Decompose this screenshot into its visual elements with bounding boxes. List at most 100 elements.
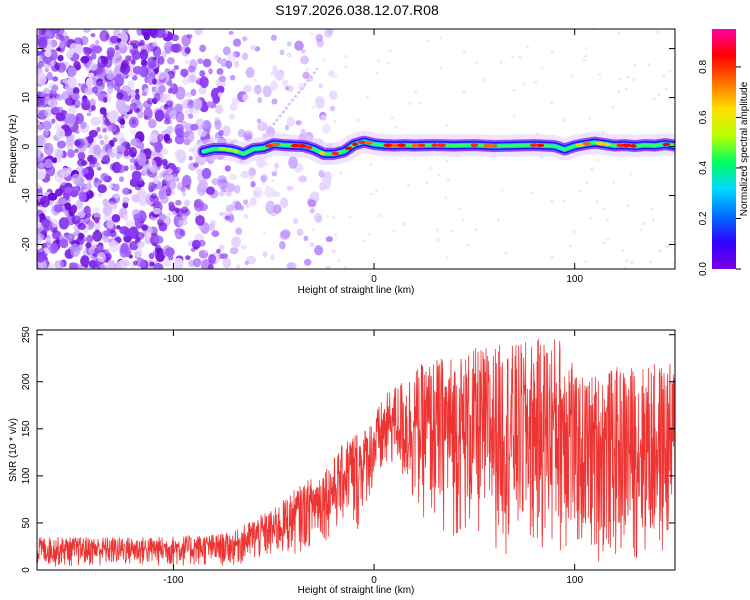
noise-speckle <box>208 223 215 232</box>
noise-speckle <box>132 260 138 266</box>
noise-speckle <box>483 78 487 82</box>
noise-speckle <box>151 150 158 157</box>
noise-speckle <box>199 76 209 89</box>
noise-speckle <box>107 259 116 269</box>
noise-speckle <box>252 88 257 92</box>
noise-speckle <box>133 213 143 223</box>
noise-speckle <box>184 47 191 55</box>
noise-speckle <box>75 112 84 125</box>
noise-speckle <box>169 180 177 191</box>
noise-speckle <box>147 159 157 171</box>
noise-speckle <box>85 190 95 199</box>
noise-speckle <box>122 196 130 204</box>
noise-speckle <box>148 181 155 189</box>
noise-speckle <box>148 252 155 260</box>
noise-speckle <box>37 171 46 180</box>
noise-speckle <box>198 203 208 212</box>
noise-speckle <box>67 66 77 77</box>
noise-speckle <box>168 201 175 208</box>
noise-speckle <box>139 39 145 46</box>
noise-speckle <box>408 102 412 106</box>
noise-speckle <box>550 101 554 105</box>
noise-speckle <box>45 236 55 244</box>
noise-speckle <box>257 97 263 104</box>
noise-speckle <box>96 244 104 251</box>
noise-speckle <box>313 212 323 223</box>
noise-speckle <box>273 204 282 214</box>
noise-speckle <box>130 128 137 135</box>
noise-speckle <box>139 49 149 61</box>
noise-speckle <box>88 247 95 255</box>
noise-speckle <box>120 63 129 70</box>
noise-speckle <box>104 248 110 254</box>
noise-speckle <box>154 92 161 102</box>
noise-speckle <box>390 116 394 120</box>
snr-y-tick-label: 200 <box>21 373 32 390</box>
noise-speckle <box>202 58 212 68</box>
noise-speckle <box>588 116 592 120</box>
noise-speckle <box>668 69 672 73</box>
noise-speckle <box>143 115 149 120</box>
noise-speckle <box>228 30 234 35</box>
noise-speckle <box>44 31 53 40</box>
noise-speckle <box>152 78 157 85</box>
noise-speckle <box>114 192 120 199</box>
noise-speckle <box>631 78 635 82</box>
noise-speckle <box>193 245 199 251</box>
noise-speckle <box>71 173 81 185</box>
noise-speckle <box>259 123 263 126</box>
spectrogram-x-axis-label: Height of straight line (km) <box>298 285 415 296</box>
noise-speckle <box>227 52 237 62</box>
noise-speckle <box>73 86 80 95</box>
noise-speckle <box>658 249 663 253</box>
colorbar-tick-label: 0.0 <box>698 262 709 276</box>
noise-speckle <box>43 142 54 156</box>
noise-speckle <box>116 92 124 100</box>
noise-speckle <box>205 186 215 195</box>
ridge-hotspot <box>483 143 493 148</box>
noise-speckle <box>86 112 92 117</box>
noise-speckle <box>328 70 335 78</box>
noise-speckle <box>106 219 114 229</box>
noise-speckle <box>111 214 121 223</box>
ridge-hotspot <box>331 151 340 156</box>
noise-speckle <box>123 113 129 120</box>
noise-speckle <box>496 218 500 222</box>
colorbar-ticks: 0.0 0.2 0.4 0.6 0.8 <box>698 60 741 276</box>
noise-speckle <box>362 239 366 243</box>
noise-speckle <box>274 71 285 81</box>
noise-speckle <box>315 34 324 42</box>
noise-speckle <box>75 199 84 210</box>
noise-speckle <box>37 135 46 145</box>
ridge-hotspot <box>530 143 538 147</box>
ridge-hotspot <box>537 143 545 148</box>
noise-speckle <box>48 263 55 269</box>
noise-speckle <box>88 129 98 138</box>
noise-speckle <box>97 184 107 194</box>
noise-speckle <box>37 233 45 241</box>
noise-speckle <box>141 59 148 67</box>
noise-speckle <box>131 170 142 181</box>
snr-x-ticks: -100 0 100 <box>163 330 583 586</box>
noise-speckle <box>253 186 263 199</box>
snr-x-tick-label: 100 <box>566 575 583 586</box>
noise-speckle <box>100 172 109 181</box>
noise-speckle <box>310 32 314 36</box>
spectrogram-y-tick-label: -10 <box>21 188 32 203</box>
noise-speckle <box>630 261 634 265</box>
noise-speckle <box>167 255 174 261</box>
noise-speckle <box>584 54 588 58</box>
noise-speckle <box>211 230 220 237</box>
noise-speckle <box>512 88 516 92</box>
noise-speckle <box>96 126 101 133</box>
noise-speckle <box>119 124 125 129</box>
noise-speckle <box>85 47 93 55</box>
noise-speckle <box>136 155 141 160</box>
noise-speckle <box>239 204 245 211</box>
noise-speckle <box>445 159 449 163</box>
noise-speckle <box>651 219 656 222</box>
noise-speckle <box>295 120 302 126</box>
noise-speckle <box>57 54 64 62</box>
noise-speckle <box>141 224 149 231</box>
noise-speckle <box>562 118 566 122</box>
